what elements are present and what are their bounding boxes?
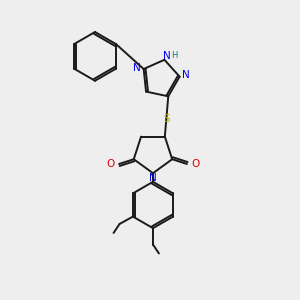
Text: S: S: [163, 114, 170, 124]
Text: N: N: [133, 62, 141, 73]
Text: O: O: [106, 159, 115, 169]
Text: N: N: [163, 51, 171, 61]
Text: N: N: [182, 70, 190, 80]
Text: H: H: [171, 51, 177, 60]
Text: O: O: [191, 159, 200, 169]
Text: N: N: [149, 173, 157, 183]
